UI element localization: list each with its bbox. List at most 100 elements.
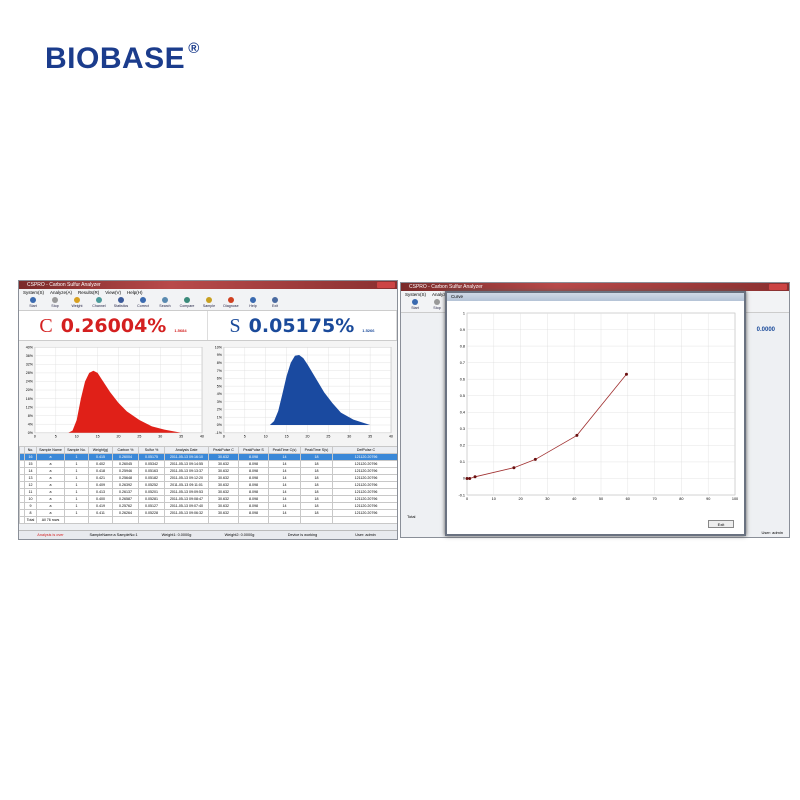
table-cell: 12: [24, 481, 37, 489]
column-header[interactable]: Sulfur %: [138, 446, 165, 454]
total-row: Total All 76 rows: [19, 516, 397, 524]
menu-item[interactable]: System(S): [23, 290, 45, 295]
table-cell: 121120.20796: [332, 467, 397, 475]
x-tick-label: 10: [492, 497, 496, 501]
correct-icon: [140, 297, 146, 303]
diagnose-icon: [228, 297, 234, 303]
area-series: [223, 355, 371, 426]
table-cell: 14: [268, 460, 301, 468]
table-row[interactable]: 10 a 1 0.400 0.26587 0.05281 2011-05-13 09:08:…: [19, 495, 397, 503]
table-cell: [300, 516, 333, 524]
y-tick-label: 4%: [217, 392, 223, 396]
window-controls[interactable]: [769, 284, 787, 290]
x-tick-label: 40: [200, 434, 204, 438]
stop-button[interactable]: Stop: [427, 298, 447, 312]
y-tick-label: 16%: [26, 397, 34, 401]
window-controls[interactable]: [377, 282, 395, 288]
channel-button[interactable]: Channel: [89, 296, 109, 310]
weight-button[interactable]: Weight: [67, 296, 87, 310]
table-cell: 0.26137: [112, 488, 139, 496]
table-row[interactable]: 13 a 1 0.421 0.25648 0.05182 2011-05-13 09:12:…: [19, 474, 397, 482]
stop-button[interactable]: Stop: [45, 296, 65, 310]
table-cell: 1: [64, 453, 89, 461]
table-cell: a: [36, 453, 65, 461]
menu-item[interactable]: Analyze(A): [50, 290, 73, 295]
x-tick-label: 10: [264, 434, 268, 438]
toolbar-label: Channel: [92, 304, 106, 308]
column-header[interactable]: PeakTime S(s): [300, 446, 333, 454]
table-row[interactable]: 12 a 1 0.409 0.26392 0.05252 2011-05-13 09:11:…: [19, 481, 397, 489]
column-header[interactable]: Carbon %: [112, 446, 139, 454]
table-cell: a: [36, 474, 65, 482]
table-row[interactable]: 16 a 1 0.415 0.26004 0.05175 2011-05-13 09:16:…: [19, 453, 397, 461]
table-cell: 16: [24, 453, 37, 461]
sulfur-result: S 0.05175% 1.5266: [208, 311, 397, 340]
table-cell: 121120.20796: [332, 502, 397, 510]
help-button[interactable]: Help: [243, 296, 263, 310]
area-series: [34, 370, 182, 433]
table-row[interactable]: 11 a 1 0.413 0.26137 0.05201 2011-05-13 09:09:…: [19, 488, 397, 496]
sample-icon: [206, 297, 212, 303]
x-tick-label: 30: [545, 497, 549, 501]
table-cell: 1: [64, 488, 89, 496]
column-header[interactable]: PeakTime C(s): [268, 446, 301, 454]
column-header[interactable]: Weight(g): [88, 446, 113, 454]
compare-button[interactable]: Compare: [177, 296, 197, 310]
table-cell: 1: [64, 495, 89, 503]
y-tick-label: 0.3: [460, 427, 465, 431]
table-row[interactable]: 15 a 1 0.402 0.26045 0.05342 2011-05-13 09:14:…: [19, 460, 397, 468]
stop-icon: [52, 297, 58, 303]
menu-system[interactable]: System(S): [405, 292, 427, 297]
table-cell: 121120.20796: [332, 495, 397, 503]
status-item: SampleName:a SampleNo:1: [89, 533, 138, 537]
data-point: [473, 475, 477, 479]
diagnose-button[interactable]: Diagnose: [221, 296, 241, 310]
column-header[interactable]: No.: [24, 446, 37, 454]
table-cell: 121120.20796: [332, 453, 397, 461]
menu-item[interactable]: View(V): [105, 290, 121, 295]
table-cell: 30.632: [208, 460, 239, 468]
status-item: Weight2: 0.0000g: [224, 533, 255, 537]
table-row[interactable]: 8 a 1 0.411 0.26264 0.05228 2011-05-13 09:06:3…: [19, 509, 397, 517]
table-cell: [164, 516, 209, 524]
search-button[interactable]: Search: [155, 296, 175, 310]
menu-item[interactable]: Help(H): [126, 290, 143, 295]
table-cell: 8.098: [238, 453, 269, 461]
table-cell: 0.05228: [138, 509, 165, 517]
exit-button[interactable]: Exit: [708, 520, 734, 528]
carbon-result: C 0.26004% 1.5684: [19, 311, 208, 340]
y-tick-label: 10%: [215, 345, 223, 349]
start-button[interactable]: Start: [23, 296, 43, 310]
table-cell: 18: [300, 488, 333, 496]
biobase-logo: BIOBASE ®: [45, 40, 200, 76]
total-label: Total: [24, 516, 37, 524]
correct-button[interactable]: Correct: [133, 296, 153, 310]
menu-analyze[interactable]: Analyze: [432, 292, 449, 297]
column-header[interactable]: Sample Name: [36, 446, 65, 454]
toolbar: Start Stop Weight Channel Statistics Correct S…: [19, 296, 397, 311]
column-header[interactable]: DefPulse C: [332, 446, 397, 454]
exit-button[interactable]: Exit: [265, 296, 285, 310]
start-button[interactable]: Start: [405, 298, 425, 312]
table-row[interactable]: 9 a 1 0.419 0.25762 0.05127 2011-05-13 09:07:4…: [19, 502, 397, 510]
table-cell: 8.098: [238, 474, 269, 482]
y-tick-label: 5%: [217, 384, 223, 388]
data-point: [465, 476, 469, 480]
column-header[interactable]: PeakPulse S: [238, 446, 269, 454]
column-header[interactable]: Sample No.: [64, 446, 89, 454]
y-tick-label: 0%: [28, 431, 34, 435]
menu-bar: System(S) Analyze(A) Results(R) View(V) Help…: [19, 289, 397, 296]
column-header[interactable]: PeakPulse C: [208, 446, 239, 454]
exit-label: Exit: [717, 522, 725, 527]
column-header[interactable]: Analysis Date: [164, 446, 209, 454]
menu-item[interactable]: Results(R): [78, 290, 100, 295]
toolbar-label: Diagnose: [223, 304, 239, 308]
carbon-release-chart: 0 5 10 15 20 25 30 35 40 0% 4% 8% 12% 16% 20% 24% 28% 32%…: [26, 345, 204, 438]
table-cell: 0.05201: [138, 488, 165, 496]
table-row[interactable]: 14 a 1 0.418 0.25946 0.05163 2011-05-13 09:13:…: [19, 467, 397, 475]
table-cell: 10: [24, 495, 37, 503]
statistics-button[interactable]: Statistics: [111, 296, 131, 310]
sample-button[interactable]: Sample: [199, 296, 219, 310]
table-cell: 8.098: [238, 488, 269, 496]
table-cell: 2011-05-13 09:16:10: [164, 453, 209, 461]
